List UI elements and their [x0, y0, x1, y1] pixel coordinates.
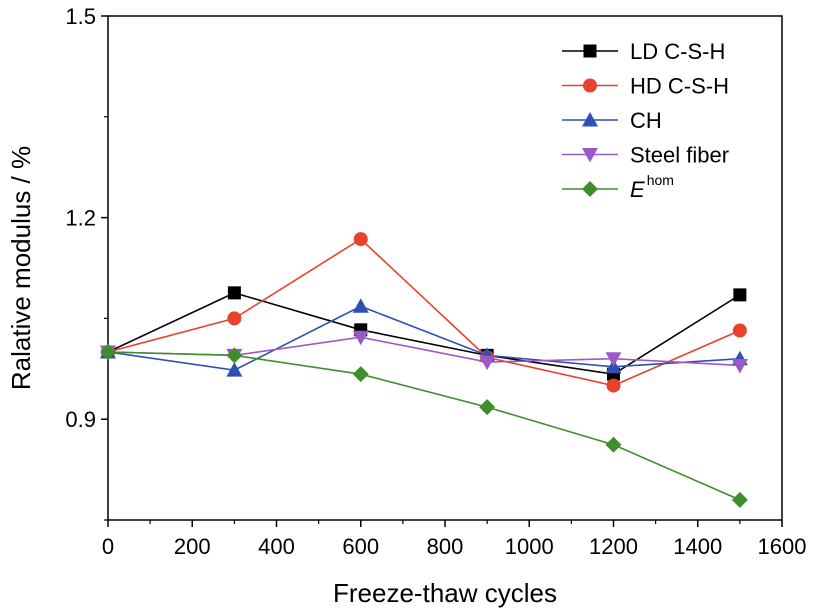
series-ehom [100, 344, 748, 508]
data-point-ehom [731, 491, 748, 508]
data-point-hd-c-s-h [353, 232, 368, 247]
series-line-ch [107, 305, 740, 371]
legend: LD C-S-H HD C-S-H CH Steel fiber E hom [562, 39, 729, 202]
data-point-ehom [352, 366, 369, 383]
data-point-ehom [479, 399, 496, 416]
legend-marker [583, 44, 597, 58]
data-point-steel-fiber [605, 352, 622, 367]
y-tick-label: 1.2 [65, 206, 96, 231]
series-line-ld-c-s-h [107, 292, 741, 376]
x-tick-label: 600 [342, 534, 379, 559]
data-point-ch [352, 298, 369, 313]
data-point-ch [226, 362, 243, 377]
legend-label: HD C-S-H [630, 74, 729, 99]
legend-label: Steel fiber [630, 143, 729, 168]
legend-item-hd-c-s-h: HD C-S-H [562, 74, 729, 99]
legend-item-ld-c-s-h: LD C-S-H [562, 39, 725, 64]
legend-marker [583, 78, 597, 93]
y-axis-title: Ralative modulus / % [6, 146, 36, 390]
legend-item-ch: CH [562, 108, 662, 133]
data-point-hd-c-s-h [227, 311, 242, 326]
x-axis: 0 200 400 600 800 1000 1200 1400 1600 [102, 520, 807, 559]
y-axis: 0.9 1.2 1.5 [65, 4, 108, 521]
legend-marker [582, 181, 598, 197]
data-point-steel-fiber [731, 358, 748, 374]
x-tick-label: 800 [427, 534, 464, 559]
series-hd-c-s-h [101, 232, 747, 393]
data-point-hd-c-s-h [606, 378, 621, 393]
series-ld-c-s-h [101, 286, 747, 381]
data-point-ehom [100, 344, 116, 360]
x-tick-label: 200 [174, 534, 211, 559]
x-tick-label: 1400 [673, 534, 722, 559]
series-steel-fiber [100, 330, 748, 374]
x-tick-label: 400 [258, 534, 295, 559]
series-line-hd-c-s-h [107, 238, 741, 387]
x-tick-label: 0 [102, 534, 114, 559]
legend-item-steel-fiber: Steel fiber [562, 143, 729, 168]
series-layer [100, 232, 748, 508]
series-line-ehom [107, 351, 741, 501]
x-tick-label: 1000 [505, 534, 554, 559]
y-tick-label: 1.5 [65, 4, 96, 29]
legend-marker [582, 148, 598, 163]
x-tick-label: 1200 [589, 534, 638, 559]
data-point-ehom [605, 436, 622, 453]
data-point-ld-c-s-h [227, 286, 241, 300]
legend-label: CH [630, 108, 662, 133]
y-tick-label: 0.9 [65, 407, 96, 432]
legend-marker [582, 112, 598, 127]
data-point-ld-c-s-h [733, 288, 747, 302]
x-tick-label: 1600 [758, 534, 807, 559]
data-point-steel-fiber [479, 355, 496, 371]
data-point-ehom [226, 347, 243, 364]
x-axis-title: Freeze-thaw cycles [333, 578, 557, 608]
data-point-steel-fiber [352, 330, 369, 346]
data-point-hd-c-s-h [732, 323, 747, 338]
series-line-steel-fiber [107, 336, 740, 367]
legend-label: LD C-S-H [630, 39, 725, 64]
